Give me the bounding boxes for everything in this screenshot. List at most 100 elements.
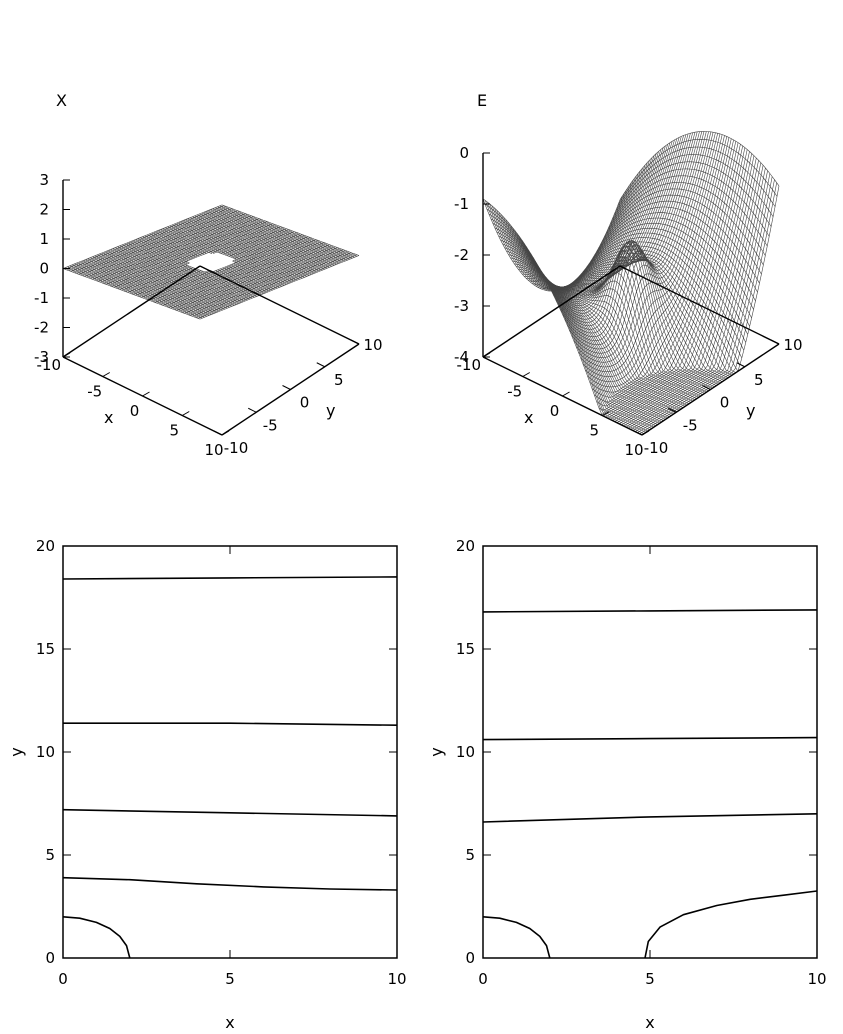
x-axis-label: x — [225, 1013, 234, 1032]
x-tick — [641, 430, 650, 436]
y-tick-label: 5 — [334, 371, 344, 389]
mesh-line — [101, 252, 239, 304]
mesh-line — [149, 233, 205, 255]
y-axis-label: y — [746, 401, 755, 420]
mesh-line — [144, 235, 200, 257]
x-tick-label: 0 — [58, 970, 68, 988]
mesh-line — [553, 133, 691, 323]
mesh-line — [628, 167, 766, 429]
plot-frame — [62, 545, 398, 959]
mesh-line — [569, 131, 707, 350]
mesh-line — [510, 162, 648, 289]
x-tick-label: 0 — [130, 402, 140, 420]
mesh-line — [505, 167, 643, 288]
mesh-line — [603, 144, 741, 417]
x-axis-ticks: -10 -5 0 5 10 — [37, 352, 230, 459]
contour-lines — [62, 576, 398, 959]
y-tick — [248, 407, 257, 413]
x-tick-label: 10 — [624, 441, 643, 459]
x-tick-label: 10 — [204, 441, 223, 459]
base-edge — [482, 265, 621, 358]
mesh-line — [194, 215, 332, 267]
mesh-line — [72, 264, 210, 316]
mesh-line — [630, 170, 768, 430]
mesh-line — [559, 131, 698, 334]
mesh-line — [589, 136, 728, 393]
x-tick-label: -10 — [37, 356, 62, 374]
y-tick-label: 0 — [300, 394, 310, 412]
mesh-line — [190, 217, 328, 269]
mesh-line — [146, 234, 202, 256]
mesh-line — [605, 145, 743, 418]
mesh-line — [108, 250, 246, 302]
mesh-line — [81, 260, 219, 313]
mesh-line — [575, 132, 714, 363]
axis-ticks: 0 5 10 15 20 0 5 10 — [36, 537, 407, 988]
contour-line — [482, 916, 551, 959]
y-tick-label: 10 — [456, 743, 475, 761]
mesh-line — [610, 149, 748, 420]
contour-plot-right: 0 5 10 15 20 0 5 10 x y — [427, 537, 827, 1032]
mesh-line — [196, 214, 335, 266]
y-tick — [736, 362, 745, 368]
y-tick-label: 20 — [36, 537, 55, 555]
x-tick-label: -5 — [507, 383, 522, 401]
mesh-line — [155, 230, 215, 254]
mesh-line — [201, 212, 339, 264]
y-tick-label: -5 — [683, 416, 698, 434]
mesh-line — [140, 237, 196, 259]
mesh-line — [512, 160, 650, 289]
y-tick-label: -10 — [644, 439, 669, 457]
z-tick-label: 3 — [39, 171, 49, 189]
mesh-line — [76, 262, 214, 314]
mesh-line — [217, 269, 273, 291]
x-tick — [562, 391, 570, 397]
z-axis-ticks: 3 2 1 0 -1 -2 -3 — [34, 171, 70, 366]
x-tick-label: 10 — [387, 970, 406, 988]
x-tick — [221, 430, 230, 436]
base-edge — [62, 265, 201, 358]
z-tick-label: -3 — [454, 297, 469, 315]
mesh-line — [187, 218, 325, 270]
mesh-line — [212, 208, 350, 260]
x-tick-label: 5 — [225, 970, 235, 988]
y-axis-label: y — [326, 401, 335, 420]
surface-plot-e: E 0 -1 -2 -3 -4 -10 -5 0 5 10 -10 -5 0 5 10 x y — [454, 91, 803, 459]
mesh-line — [562, 131, 700, 338]
mesh-line — [99, 253, 237, 305]
y-tick-label: -10 — [224, 439, 249, 457]
mesh-line — [566, 131, 705, 346]
mesh-line — [160, 229, 298, 281]
mesh-line — [174, 223, 312, 275]
x-tick — [62, 352, 71, 358]
contour-line — [482, 813, 818, 823]
mesh-line — [500, 173, 639, 288]
x-tick — [102, 372, 110, 377]
x-tick — [182, 411, 190, 416]
mesh-line — [158, 230, 296, 282]
mesh-line — [584, 134, 723, 383]
plot-title-e: E — [477, 91, 487, 110]
contour-line — [482, 736, 818, 741]
mesh-line — [528, 145, 666, 297]
mesh-line — [557, 241, 717, 386]
x-tick-label: 0 — [478, 970, 488, 988]
y-tick-label: 5 — [754, 371, 764, 389]
mesh-line — [128, 241, 188, 264]
x-tick-label: -5 — [87, 383, 102, 401]
x-tick-label: 5 — [589, 422, 599, 440]
mesh-line — [94, 255, 232, 307]
y-tick — [633, 430, 643, 436]
z-tick-label: -3 — [34, 348, 49, 366]
mesh-line — [130, 240, 190, 263]
x-tick-label: 10 — [807, 970, 826, 988]
mesh-line — [185, 219, 323, 271]
contour-line — [644, 890, 818, 959]
mesh-line — [557, 132, 696, 330]
mesh-line — [67, 266, 205, 318]
x-axis-label: x — [645, 1013, 654, 1032]
mesh-line — [503, 170, 641, 288]
z-tick-label: -2 — [454, 246, 469, 264]
